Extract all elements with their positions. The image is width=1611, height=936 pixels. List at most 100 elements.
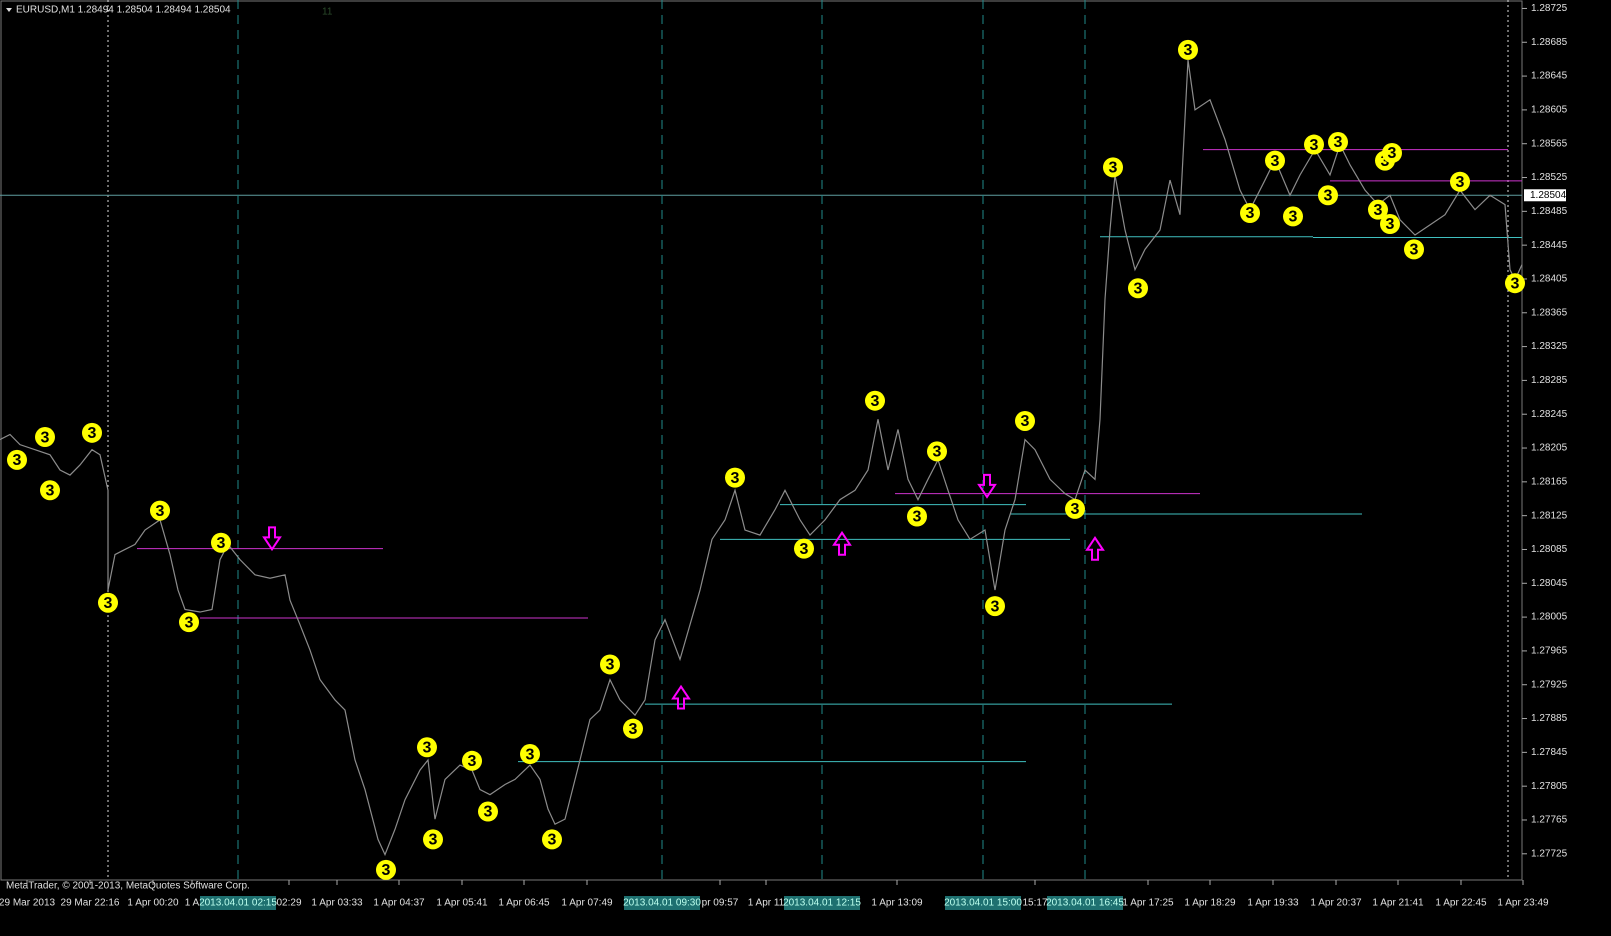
- pattern-marker: [520, 744, 540, 765]
- x-tick-label: 15:17: [1022, 898, 1047, 909]
- y-tick-label: 1.28245: [1531, 409, 1568, 420]
- event-label: 2013.04.01 09:30: [623, 898, 701, 909]
- menu-triangle[interactable]: [6, 8, 12, 12]
- symbol-header: EURUSD,M1 1.28494 1.28504 1.28494 1.2850…: [16, 5, 231, 16]
- y-tick-label: 1.28125: [1531, 510, 1568, 521]
- signal-arrow: [832, 530, 852, 556]
- x-tick-label: pr 09:57: [702, 898, 739, 909]
- y-tick-label: 1.27725: [1531, 848, 1568, 859]
- x-tick-label: 1 A: [185, 898, 200, 909]
- pattern-marker: [1265, 150, 1285, 171]
- y-tick-label: 1.28605: [1531, 105, 1568, 116]
- x-tick-label: 1 Apr 19:33: [1247, 898, 1299, 909]
- signal-arrow: [1085, 535, 1105, 561]
- pattern-marker-label: 3: [1021, 413, 1030, 430]
- pattern-marker: [623, 718, 643, 739]
- pattern-marker: [1505, 273, 1525, 294]
- pattern-marker-label: 3: [1388, 145, 1397, 162]
- x-tick-label: 1 Apr 00:20: [127, 898, 179, 909]
- x-tick-label: 1 Apr 04:37: [373, 898, 425, 909]
- pattern-marker: [1015, 410, 1035, 431]
- pattern-marker: [865, 390, 885, 411]
- pattern-marker: [211, 532, 231, 553]
- pattern-marker: [1380, 214, 1400, 235]
- x-tick-label: 1 Apr 06:45: [498, 898, 550, 909]
- pattern-marker: [1318, 185, 1338, 206]
- y-tick-label: 1.27965: [1531, 646, 1568, 657]
- event-label-box: [1047, 896, 1123, 910]
- pattern-marker: [462, 750, 482, 771]
- y-tick-label: 1.28485: [1531, 206, 1568, 217]
- pattern-marker: [1368, 199, 1388, 220]
- x-tick-label: 1 Apr 18:29: [1184, 898, 1236, 909]
- pattern-marker: [1450, 171, 1470, 192]
- pattern-marker: [1128, 278, 1148, 299]
- pattern-marker-label: 3: [1324, 187, 1333, 204]
- y-tick-label: 1.28085: [1531, 544, 1568, 555]
- pattern-marker: [7, 449, 27, 470]
- pattern-marker: [98, 592, 118, 613]
- pattern-marker: [985, 596, 1005, 617]
- y-tick-label: 1.28005: [1531, 612, 1568, 623]
- pattern-marker-label: 3: [382, 862, 391, 879]
- pattern-marker-label: 3: [548, 832, 557, 849]
- pattern-marker-label: 3: [185, 614, 194, 631]
- pattern-marker: [927, 441, 947, 462]
- pattern-marker: [478, 801, 498, 822]
- pattern-marker: [1328, 132, 1348, 153]
- y-tick-label: 1.28445: [1531, 240, 1568, 251]
- pattern-marker: [1404, 239, 1424, 260]
- pattern-marker-label: 3: [41, 429, 50, 446]
- event-label: 2013.04.01 02:15: [199, 898, 277, 909]
- x-tick-label: 1 Apr 11: [748, 898, 785, 909]
- pattern-marker: [417, 737, 437, 758]
- pattern-marker: [35, 427, 55, 448]
- y-tick-label: 1.28405: [1531, 274, 1568, 285]
- pattern-marker-label: 3: [731, 470, 740, 487]
- x-tick-label: 1 Apr 23:49: [1497, 898, 1549, 909]
- pattern-marker-label: 3: [217, 535, 226, 552]
- y-tick-label: 1.27925: [1531, 679, 1568, 690]
- pattern-marker-label: 3: [156, 503, 165, 520]
- pattern-marker: [1304, 134, 1324, 155]
- y-tick-label: 1.27765: [1531, 815, 1568, 826]
- y-tick-label: 1.28565: [1531, 138, 1568, 149]
- event-label: 2013.04.01 15:00: [944, 898, 1022, 909]
- y-tick-label: 1.28685: [1531, 37, 1568, 48]
- y-tick-label: 1.28045: [1531, 578, 1568, 589]
- pattern-marker-label: 3: [468, 753, 477, 770]
- pattern-marker-label: 3: [871, 393, 880, 410]
- y-tick-label: 1.28325: [1531, 341, 1568, 352]
- x-tick-label: 1 Apr 22:45: [1435, 898, 1487, 909]
- pattern-marker: [1178, 39, 1198, 60]
- current-price-box: [1524, 189, 1566, 202]
- y-tick-label: 1.27845: [1531, 747, 1568, 758]
- x-tick-label: 1 Apr 03:33: [311, 898, 363, 909]
- pattern-marker-label: 3: [1134, 280, 1143, 297]
- pattern-marker-label: 3: [484, 804, 493, 821]
- x-tick-label: 1 Apr 05:41: [436, 898, 488, 909]
- pattern-marker-label: 3: [606, 657, 615, 674]
- pattern-marker-label: 3: [526, 746, 535, 763]
- pattern-marker-label: 3: [1184, 42, 1193, 59]
- pattern-marker: [600, 654, 620, 675]
- corner-mark: 11: [322, 7, 333, 18]
- event-label-box: [945, 896, 1021, 910]
- x-tick-label: 1 Apr 13:09: [871, 898, 923, 909]
- pattern-marker-label: 3: [1246, 205, 1255, 222]
- pattern-marker-label: 3: [13, 452, 22, 469]
- y-tick-label: 1.28365: [1531, 307, 1568, 318]
- pattern-marker: [1382, 143, 1402, 164]
- signal-arrow: [671, 684, 691, 710]
- y-tick-label: 1.28165: [1531, 476, 1568, 487]
- y-tick-label: 1.28525: [1531, 172, 1568, 183]
- pattern-marker: [542, 829, 562, 850]
- pattern-marker: [179, 612, 199, 633]
- event-label-box: [200, 896, 276, 910]
- copyright: MetaTrader, © 2001-2013, MetaQuotes Soft…: [6, 881, 250, 892]
- pattern-marker-label: 3: [1381, 153, 1390, 170]
- y-tick-label: 1.28725: [1531, 3, 1568, 14]
- pattern-marker-label: 3: [429, 832, 438, 849]
- y-tick-label: 1.28205: [1531, 443, 1568, 454]
